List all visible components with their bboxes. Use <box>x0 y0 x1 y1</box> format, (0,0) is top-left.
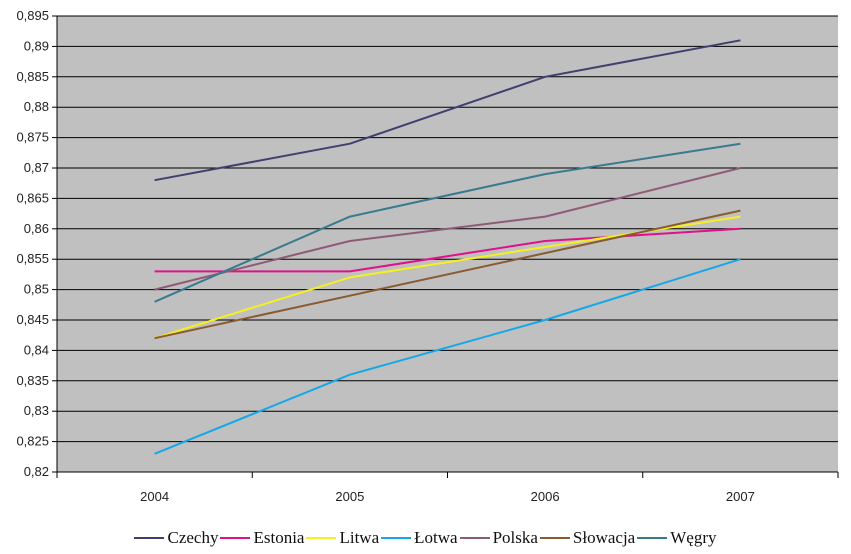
series-line-polska <box>154 167 741 291</box>
x-tick-label: 2005 <box>335 489 364 504</box>
line-chart: 0,82 0,825 0,83 0,835 0,84 0,845 0,85 0,855 0,86… <box>16 8 839 504</box>
y-tick-label: 0,895 <box>16 8 49 23</box>
x-axis-ticks: 2004 2005 2006 2007 <box>56 472 839 504</box>
plot-background <box>57 16 838 472</box>
x-tick-label: 2006 <box>531 489 560 504</box>
series-line-estonia <box>154 227 741 273</box>
y-tick-label: 0,85 <box>24 282 49 297</box>
series-line-łotwa <box>154 258 741 455</box>
x-tick-label: 2004 <box>140 489 169 504</box>
y-tick-label: 0,83 <box>24 403 49 418</box>
y-tick-label: 0,87 <box>24 160 49 175</box>
y-tick-label: 0,835 <box>16 373 49 388</box>
y-tick-label: 0,855 <box>16 251 49 266</box>
legend-label: Litwa <box>339 528 380 547</box>
legend-item: Słowacja <box>539 528 636 548</box>
gridlines <box>57 15 838 473</box>
x-tick-label: 2007 <box>726 489 755 504</box>
legend-label: Węgry <box>670 528 717 547</box>
series-line-węgry <box>154 142 741 303</box>
legend-swatch <box>381 537 412 539</box>
series-line-słowacja <box>154 209 741 340</box>
legend-swatch <box>637 537 668 539</box>
y-tick-label: 0,885 <box>16 69 49 84</box>
plot-area <box>57 16 838 472</box>
y-tick-label: 0,86 <box>24 221 49 236</box>
series-lines <box>154 39 741 455</box>
legend-item: Czechy <box>134 528 218 548</box>
legend-item: Łotwa <box>381 528 458 548</box>
y-tick-label: 0,845 <box>16 312 49 327</box>
y-tick-label: 0,875 <box>16 130 49 145</box>
legend-item: Węgry <box>637 528 717 548</box>
legend: Czechy Estonia Litwa Łotwa Polska Słowacja Węg… <box>0 528 851 548</box>
legend-swatch <box>220 537 251 539</box>
y-tick-label: 0,82 <box>24 464 49 479</box>
y-tick-label: 0,825 <box>16 434 49 449</box>
legend-swatch <box>134 537 165 539</box>
y-tick-label: 0,84 <box>24 342 49 357</box>
legend-label: Czechy <box>167 528 219 547</box>
series-line-czechy <box>154 39 741 182</box>
y-axis-ticks: 0,82 0,825 0,83 0,835 0,84 0,845 0,85 0,855 0,86… <box>16 8 57 479</box>
y-tick-label: 0,88 <box>24 99 49 114</box>
legend-label: Polska <box>492 528 538 547</box>
legend-swatch <box>306 537 337 539</box>
legend-item: Estonia <box>220 528 304 548</box>
legend-item: Polska <box>459 528 538 548</box>
legend-label: Słowacja <box>572 528 636 547</box>
legend-swatch <box>539 537 570 539</box>
y-tick-label: 0,865 <box>16 190 49 205</box>
y-tick-label: 0,89 <box>24 38 49 53</box>
legend-swatch <box>459 537 490 539</box>
legend-label: Łotwa <box>414 528 458 547</box>
legend-item: Litwa <box>306 528 379 548</box>
legend-label: Estonia <box>253 528 305 547</box>
